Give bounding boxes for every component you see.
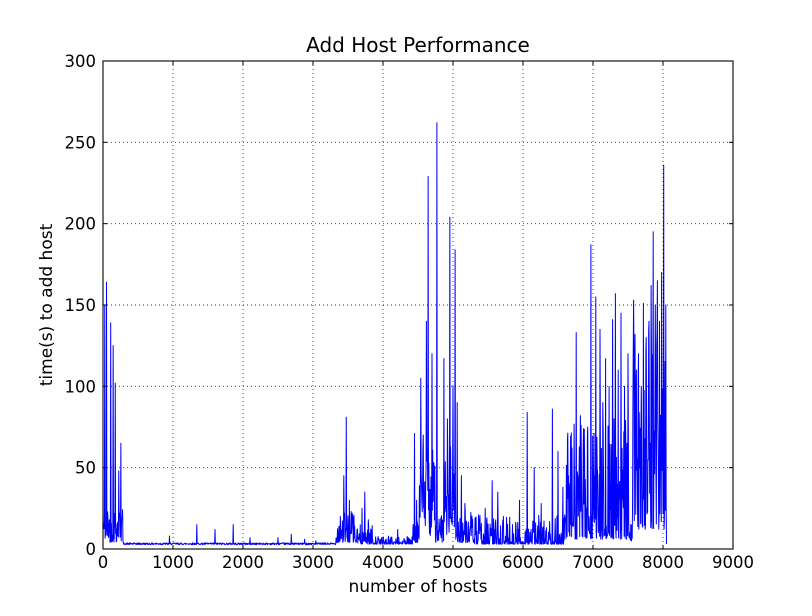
x-tick-label: 1000 [152, 553, 194, 572]
y-tick-label: 200 [65, 215, 97, 234]
x-tick-label: 9000 [712, 553, 754, 572]
grid-lines [103, 61, 733, 549]
time-series-line [103, 122, 667, 546]
y-tick-label: 100 [65, 377, 97, 396]
x-tick-label: 7000 [572, 553, 614, 572]
x-tick-labels: 0 1000 2000 3000 4000 5000 6000 7000 8000 9000 [98, 553, 754, 572]
tick-marks [102, 60, 734, 550]
y-tick-label: 0 [86, 540, 97, 559]
x-tick-label: 4000 [362, 553, 404, 572]
y-tick-label: 150 [65, 296, 97, 315]
x-tick-label: 2000 [222, 553, 264, 572]
x-tick-label: 8000 [642, 553, 684, 572]
y-axis-label: time(s) to add host [37, 223, 57, 386]
y-tick-label: 300 [65, 52, 97, 71]
y-tick-label: 50 [75, 459, 96, 478]
chart-title: Add Host Performance [306, 33, 530, 57]
y-tick-labels: 0 50 100 150 200 250 300 [65, 52, 97, 559]
x-tick-label: 5000 [432, 553, 474, 572]
data-series [103, 122, 667, 546]
y-tick-label: 250 [65, 133, 97, 152]
x-tick-label: 6000 [502, 553, 544, 572]
x-axis-label: number of hosts [348, 577, 487, 597]
x-tick-label: 3000 [292, 553, 334, 572]
x-tick-label: 0 [98, 553, 109, 572]
